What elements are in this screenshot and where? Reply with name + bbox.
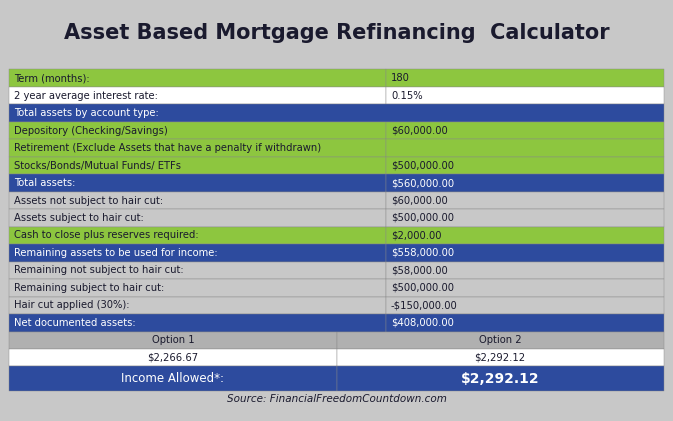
Text: Net documented assets:: Net documented assets: [14, 318, 136, 328]
Bar [386, 174, 664, 192]
Bar [9, 69, 386, 87]
Bar [9, 139, 386, 157]
Text: Cash to close plus reserves required:: Cash to close plus reserves required: [14, 230, 199, 240]
Text: $58,000.00: $58,000.00 [391, 265, 448, 275]
Bar [386, 279, 664, 296]
Bar [386, 192, 664, 209]
Text: $2,292.12: $2,292.12 [474, 353, 526, 363]
Text: Option 1: Option 1 [151, 335, 194, 345]
Text: Total assets:: Total assets: [14, 178, 75, 188]
Bar [386, 261, 664, 279]
Text: Stocks/Bonds/Mutual Funds/ ETFs: Stocks/Bonds/Mutual Funds/ ETFs [14, 160, 181, 171]
Bar [386, 87, 664, 104]
Bar [9, 209, 386, 226]
Bar [9, 192, 386, 209]
Bar [386, 139, 664, 157]
Text: 0.15%: 0.15% [391, 91, 423, 101]
Text: 180: 180 [391, 73, 410, 83]
Text: Source: FinancialFreedomCountdown.com: Source: FinancialFreedomCountdown.com [227, 394, 446, 404]
Text: Retirement (Exclude Assets that have a penalty if withdrawn): Retirement (Exclude Assets that have a p… [14, 143, 321, 153]
Bar [336, 349, 664, 366]
Text: $500,000.00: $500,000.00 [391, 283, 454, 293]
Bar [9, 331, 336, 349]
Text: Assets not subject to hair cut:: Assets not subject to hair cut: [14, 195, 164, 205]
Text: Term (months):: Term (months): [14, 73, 90, 83]
Bar [9, 349, 336, 366]
Text: $500,000.00: $500,000.00 [391, 160, 454, 171]
Bar [0, 0, 673, 65]
Bar [386, 157, 664, 174]
Text: Option 2: Option 2 [479, 335, 522, 345]
Bar [9, 296, 386, 314]
Text: Total assets by account type:: Total assets by account type: [14, 108, 159, 118]
Bar [9, 174, 386, 192]
Text: $560,000.00: $560,000.00 [391, 178, 454, 188]
Text: $2,266.67: $2,266.67 [147, 353, 199, 363]
Text: 2 year average interest rate:: 2 year average interest rate: [14, 91, 158, 101]
Text: Income Allowed*:: Income Allowed*: [121, 372, 225, 385]
Text: Remaining subject to hair cut:: Remaining subject to hair cut: [14, 283, 164, 293]
Text: $60,000.00: $60,000.00 [391, 125, 448, 136]
Bar [9, 226, 386, 244]
Bar [386, 244, 664, 261]
Bar [386, 122, 664, 139]
Text: $60,000.00: $60,000.00 [391, 195, 448, 205]
Bar [336, 331, 664, 349]
Bar [9, 279, 386, 296]
Text: Asset Based Mortgage Refinancing  Calculator: Asset Based Mortgage Refinancing Calcula… [64, 23, 609, 43]
Bar [9, 314, 386, 331]
Text: $408,000.00: $408,000.00 [391, 318, 454, 328]
Bar [386, 226, 664, 244]
Bar [9, 122, 386, 139]
Bar [9, 87, 386, 104]
Bar [386, 69, 664, 87]
Text: Remaining not subject to hair cut:: Remaining not subject to hair cut: [14, 265, 184, 275]
Text: Remaining assets to be used for income:: Remaining assets to be used for income: [14, 248, 218, 258]
Text: $500,000.00: $500,000.00 [391, 213, 454, 223]
Text: $2,000.00: $2,000.00 [391, 230, 441, 240]
Text: Depository (Checking/Savings): Depository (Checking/Savings) [14, 125, 168, 136]
Text: Assets subject to hair cut:: Assets subject to hair cut: [14, 213, 144, 223]
Bar [386, 296, 664, 314]
Bar [336, 366, 664, 391]
Text: Hair cut applied (30%):: Hair cut applied (30%): [14, 300, 130, 310]
Text: -$150,000.00: -$150,000.00 [391, 300, 458, 310]
Text: $2,292.12: $2,292.12 [461, 372, 539, 386]
Bar [9, 261, 386, 279]
Bar [386, 314, 664, 331]
Bar [9, 157, 386, 174]
Text: $558,000.00: $558,000.00 [391, 248, 454, 258]
Bar [386, 209, 664, 226]
Bar [9, 104, 664, 122]
Bar [9, 366, 336, 391]
Bar [9, 244, 386, 261]
